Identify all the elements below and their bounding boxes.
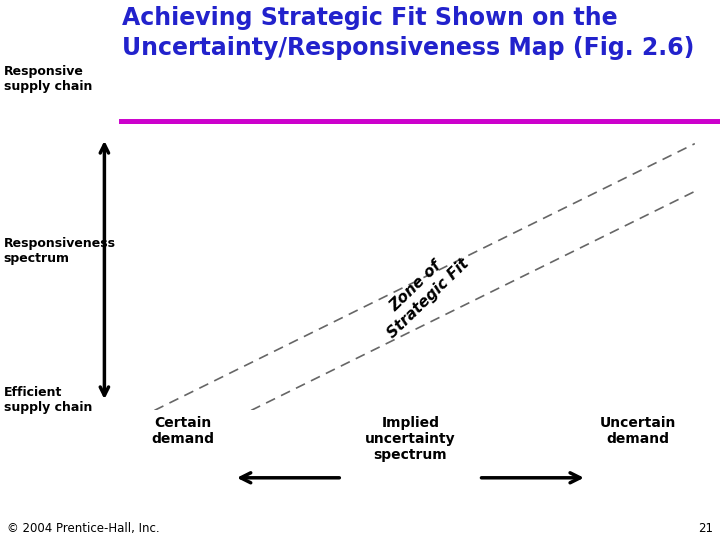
Text: 21: 21: [698, 522, 713, 535]
Text: Responsive
supply chain: Responsive supply chain: [4, 65, 92, 93]
Text: Certain
demand: Certain demand: [151, 416, 215, 446]
Text: Zone of
Strategic Fit: Zone of Strategic Fit: [372, 244, 472, 341]
Text: Responsiveness
spectrum: Responsiveness spectrum: [4, 237, 116, 265]
Text: Achieving Strategic Fit Shown on the
Uncertainty/Responsiveness Map (Fig. 2.6): Achieving Strategic Fit Shown on the Unc…: [122, 6, 695, 60]
Text: Efficient
supply chain: Efficient supply chain: [4, 386, 92, 414]
Text: © 2004 Prentice-Hall, Inc.: © 2004 Prentice-Hall, Inc.: [7, 522, 160, 535]
Text: Implied
uncertainty
spectrum: Implied uncertainty spectrum: [365, 416, 456, 462]
Text: Uncertain
demand: Uncertain demand: [600, 416, 676, 446]
